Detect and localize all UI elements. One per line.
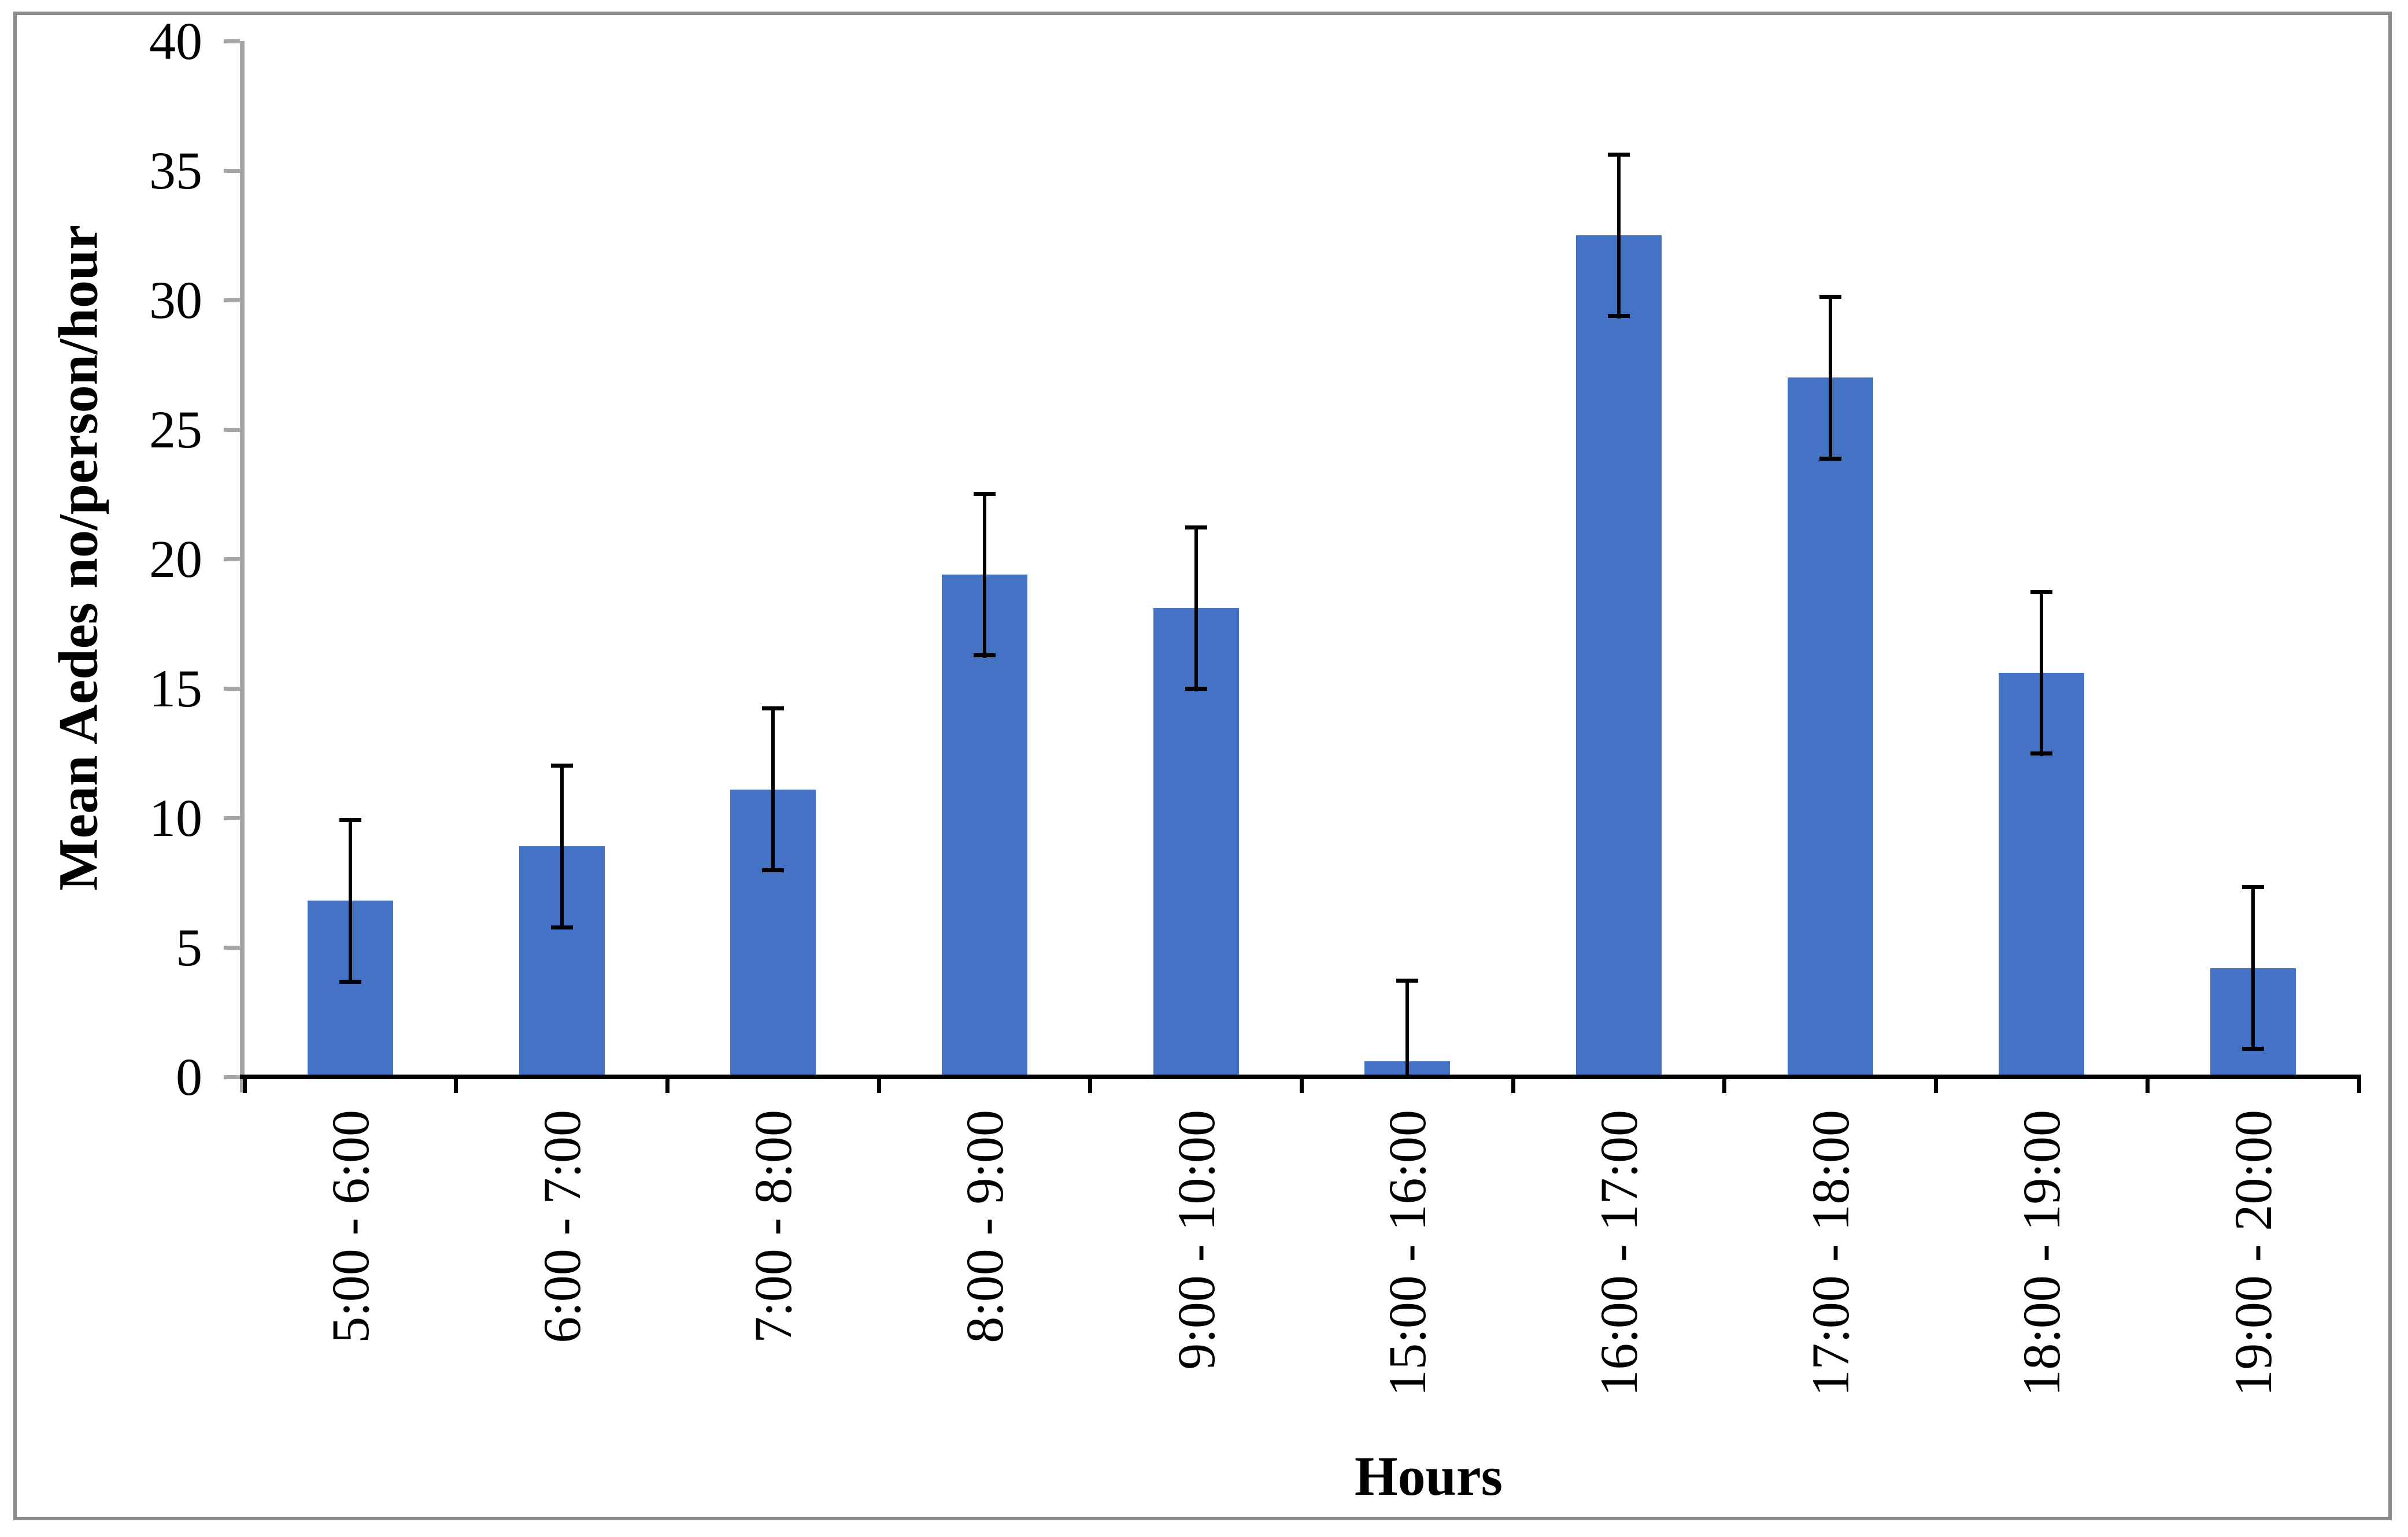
error-bar-line [2040,590,2043,756]
x-axis-tick [1722,1077,1726,1093]
y-axis-tick [224,816,240,820]
error-bar-cap-bottom [1185,687,1207,691]
y-tick-label: 15 [149,659,202,718]
error-bar-line [983,492,986,658]
error-bar-line [771,706,775,872]
error-bar-line [560,764,564,929]
y-axis-tick [224,298,240,302]
error-bar-cap-top [762,706,784,710]
error-bar-cap-bottom [339,980,361,984]
x-axis-tick [1511,1077,1515,1093]
error-bar-cap-bottom [2030,751,2052,755]
x-tick-label: 19:00 - 20:00 [2224,1110,2283,1397]
error-bar-cap-top [2242,885,2264,889]
x-axis-tick [1934,1077,1938,1093]
y-axis-line [240,41,245,1092]
error-bar-line [1829,295,1832,461]
y-axis-tick [224,687,240,691]
error-bar-cap-bottom [2242,1047,2264,1051]
error-bar-cap-bottom [762,868,784,872]
x-axis-tick [454,1077,458,1093]
y-axis-title: Mean Aedes no/person/hour [47,224,109,891]
x-tick-label: 9:00 - 10:00 [1167,1110,1226,1370]
y-axis-tick [224,39,240,43]
error-bar-cap-bottom [1819,457,1841,461]
error-bar-cap-top [551,764,573,768]
y-axis-tick [224,169,240,173]
x-axis-tick [665,1077,669,1093]
error-bar-line [1405,979,1409,1077]
y-axis-tick [224,428,240,432]
y-tick-label: 10 [149,788,202,847]
y-tick-label: 5 [176,918,202,977]
x-tick-label: 5:00 - 6:00 [321,1110,380,1343]
error-bar-cap-top [1608,153,1630,157]
y-tick-label: 40 [149,12,202,71]
bar-17-00-18-00 [1788,377,1873,1077]
y-axis-tick [224,1075,240,1079]
error-bar-line [349,818,352,984]
x-axis-tick [877,1077,881,1093]
x-tick-label: 15:00 - 16:00 [1378,1110,1437,1397]
x-tick-label: 8:00 - 9:00 [955,1110,1014,1343]
error-bar-line [1194,525,1198,691]
error-bar-cap-top [1185,525,1207,529]
x-axis-tick [1300,1077,1304,1093]
error-bar-cap-bottom [551,925,573,929]
y-tick-label: 25 [149,400,202,459]
error-bar-cap-top [339,818,361,822]
error-bar-line [1617,153,1621,318]
x-tick-label: 18:00 - 19:00 [2012,1110,2071,1397]
error-bar-cap-top [974,492,996,496]
x-axis-tick [243,1077,247,1093]
x-axis-tick [2146,1077,2150,1093]
error-bar-line [2251,885,2255,1051]
error-bar-cap-top [1396,979,1418,983]
error-bar-cap-bottom [974,653,996,657]
x-axis-tick [1088,1077,1092,1093]
x-axis-tick [2357,1077,2361,1093]
x-tick-label: 7:00 - 8:00 [744,1110,802,1343]
error-bar-cap-bottom [1608,314,1630,318]
y-tick-label: 20 [149,529,202,588]
y-axis-tick [224,557,240,561]
y-tick-label: 0 [176,1047,202,1106]
bar-16-00-17-00 [1576,235,1662,1077]
error-bar-cap-top [2030,590,2052,594]
error-bar-cap-top [1819,295,1841,299]
bar-8-00-9-00 [942,575,1027,1077]
y-tick-label: 35 [149,141,202,200]
x-tick-label: 16:00 - 17:00 [1589,1110,1648,1397]
x-tick-label: 17:00 - 18:00 [1801,1110,1860,1397]
y-tick-label: 30 [149,271,202,329]
x-tick-label: 6:00 - 7:00 [532,1110,591,1343]
x-axis-title: Hours [1354,1445,1503,1507]
y-axis-tick [224,946,240,950]
